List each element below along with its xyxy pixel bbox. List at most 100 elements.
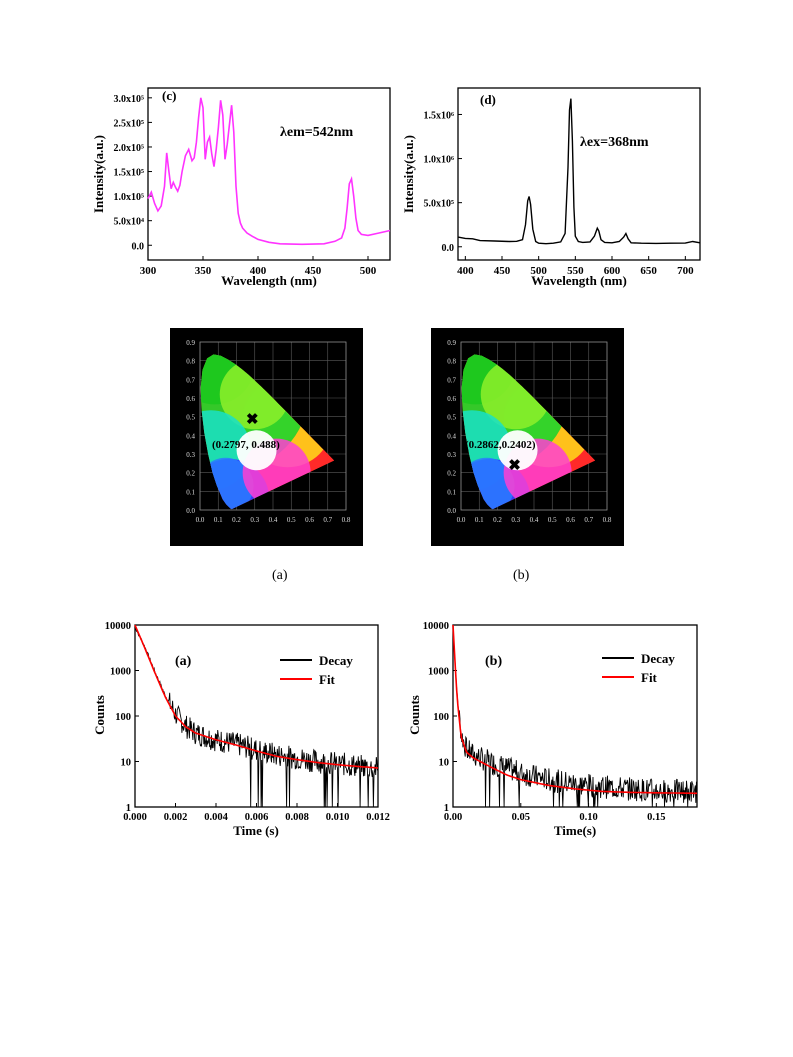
x-tick-label: 450 [494,265,511,277]
x-tick-label: 0.7 [584,516,593,524]
x-tick-label: 0.012 [366,812,390,823]
x-tick-label: 600 [604,265,621,277]
x-tick-label: 0.6 [566,516,575,524]
panel-label: (d) [480,92,496,107]
caption-a: (a) [272,568,288,583]
y-tick-label: 0.1 [447,488,456,496]
plot-area: 300 350 400 450 500 0.0 5.0x10⁴ 1.0x10⁵ 1.5x10⁵ 2… [114,87,391,277]
x-tick-label: 450 [305,265,322,277]
y-tick-label: 0.8 [447,358,456,366]
x-tick-label: 500 [360,265,377,277]
y-tick-label: 0.9 [447,339,456,347]
x-tick-label: 0.1 [475,516,484,524]
y-tick-label: 10000 [423,621,449,632]
x-tick-label: 0.3 [511,516,520,524]
y-tick-label: 5.0x10⁴ [114,217,145,228]
y-tick-label: 10 [121,758,132,769]
point-marker: ✖ [508,458,521,474]
y-tick-label: 0.7 [186,376,195,384]
fit-series [134,624,379,769]
caption-b: (b) [513,568,530,583]
y-tick-label: 0.3 [447,451,456,459]
y-tick-label: 0.9 [186,339,195,347]
y-tick-label: 0.5 [447,414,456,422]
decay-curve-chart-b: 0.00 0.05 0.10 0.15 1 10 100 1000 10000 (b) Deca… [407,621,698,838]
x-tick-label: 0.0 [457,516,466,524]
y-tick-label: 2.0x10⁵ [114,143,145,154]
y-axis-label: Intensity(a.u.) [91,135,106,213]
x-tick-label: 500 [530,265,547,277]
y-tick-label: 1 [126,803,131,814]
y-tick-label: 0.0 [447,507,456,515]
y-tick-label: 0.2 [447,470,456,478]
fit-series [452,624,697,795]
legend-decay: Decay [319,653,353,668]
y-axis-label: Counts [407,695,422,735]
cie-chromaticity-diagram-b: 0.0 0.1 0.2 0.3 0.4 0.5 0.6 0.7 0.8 0.0 0.1 0.2 0.3 0… [431,328,624,546]
plot-frame [460,341,608,511]
x-tick-label: 0.0 [196,516,205,524]
panel-label: (c) [162,88,176,103]
gamut-color [236,430,277,471]
y-tick-label: 0.6 [186,395,195,403]
y-tick-label: 0.0 [132,241,145,252]
y-tick-label: 0.4 [186,432,195,440]
x-tick-label: 0.004 [204,812,228,823]
y-tick-label: 1 [444,803,449,814]
x-tick-label: 0.4 [530,516,539,524]
emission-spectrum-chart: 400 450 500 550 600 650 700 0.0 5.0x10⁵ 1.0x10⁶ 1.… [401,87,701,288]
x-tick-label: 0.006 [245,812,269,823]
x-tick-label: 0.00 [444,812,462,823]
y-tick-label: 1000 [428,667,449,678]
point-marker: ✖ [246,412,259,428]
y-tick-label: 0.2 [186,470,195,478]
y-tick-label: 0.5 [186,414,195,422]
x-tick-label: 350 [195,265,212,277]
decay-series [134,626,379,808]
x-tick-label: 0.4 [269,516,278,524]
x-tick-label: 0.008 [285,812,309,823]
spectrum-line [147,97,391,246]
x-tick-label: 0.1 [214,516,223,524]
gamut-color [497,430,538,471]
spectrum-line [457,98,701,245]
y-tick-label: 0.4 [447,432,456,440]
y-tick-label: 0.0 [442,243,455,254]
x-tick-label: 0.002 [164,812,188,823]
y-tick-label: 10000 [105,621,131,632]
plot-frame [199,341,347,511]
panel-label: (b) [485,654,502,669]
y-tick-label: 1000 [110,667,131,678]
x-tick-label: 400 [457,265,474,277]
y-tick-label: 0.6 [447,395,456,403]
coordinate-label: (0.2862,0.2402) [465,439,536,451]
y-tick-label: 0.7 [447,376,456,384]
cie-chromaticity-diagram-a: 0.0 0.1 0.2 0.3 0.4 0.5 0.6 0.7 0.8 0.0 0.1 0.2 0.3 0… [170,328,363,546]
y-axis-label: Counts [92,695,107,735]
x-tick-label: 0.010 [326,812,350,823]
y-tick-label: 1.5x10⁵ [114,168,145,179]
legend: Decay Fit [280,653,353,687]
x-axis-label: Wavelength (nm) [531,273,627,288]
legend: Decay Fit [602,651,675,685]
x-tick-label: 650 [640,265,657,277]
x-tick-label: 0.000 [123,812,147,823]
x-tick-label: 300 [140,265,157,277]
y-axis-label: Intensity(a.u.) [401,135,416,213]
y-tick-label: 1.0x10⁶ [424,155,455,166]
y-tick-label: 3.0x10⁵ [114,94,145,105]
y-tick-label: 10 [439,758,450,769]
decay-series [452,627,698,808]
y-tick-label: 0.0 [186,507,195,515]
x-tick-label: 0.10 [579,812,597,823]
x-tick-label: 0.05 [512,812,530,823]
wavelength-annotation: λex=368nm [580,135,649,150]
plot-area: 400 450 500 550 600 650 700 0.0 5.0x10⁵ 1.0x10⁶ 1.… [424,87,701,277]
x-axis-label: Time(s) [554,823,596,838]
y-tick-label: 5.0x10⁵ [424,199,455,210]
y-tick-label: 0.8 [186,358,195,366]
decay-curve-chart-a: 0.000 0.002 0.004 0.006 0.008 0.010 0.012 1 10 10… [92,621,390,838]
x-tick-label: 0.3 [250,516,259,524]
x-tick-label: 0.5 [287,516,296,524]
x-tick-label: 700 [677,265,694,277]
